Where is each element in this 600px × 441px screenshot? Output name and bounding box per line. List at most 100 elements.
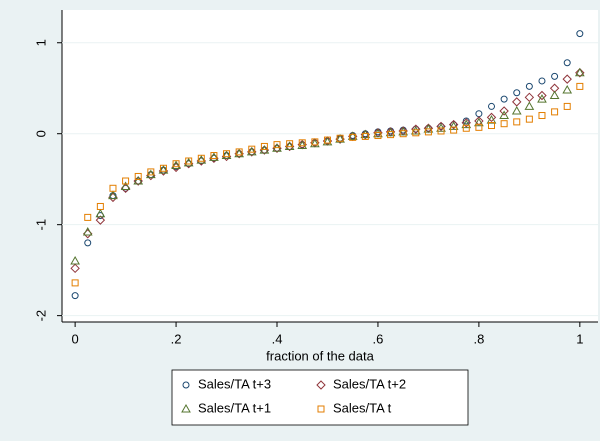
point — [500, 95, 508, 103]
point — [474, 116, 484, 126]
point — [284, 141, 295, 150]
point — [513, 118, 521, 126]
point — [347, 131, 358, 140]
point — [525, 115, 533, 123]
point — [424, 128, 432, 136]
point — [360, 129, 371, 139]
point — [437, 127, 445, 135]
y-tick-label: 0 — [33, 130, 48, 137]
x-tick-label: .8 — [473, 331, 484, 346]
legend-marker — [317, 405, 325, 413]
point — [158, 165, 169, 174]
point — [134, 172, 142, 180]
point — [410, 125, 421, 135]
point — [499, 106, 509, 116]
x-tick-label: .4 — [272, 331, 283, 346]
legend-marker — [316, 380, 326, 390]
x-tick-label: 0 — [72, 331, 79, 346]
y-tick-label: -1 — [33, 219, 48, 231]
point — [95, 208, 106, 218]
point — [183, 157, 194, 167]
x-axis-title: fraction of the data — [266, 348, 374, 363]
point — [273, 141, 281, 149]
point — [537, 94, 547, 103]
point — [196, 155, 207, 164]
point — [576, 82, 584, 90]
point — [537, 90, 547, 101]
point — [322, 136, 333, 146]
point — [122, 177, 130, 185]
point — [286, 140, 294, 148]
point — [387, 131, 395, 139]
point — [84, 213, 92, 221]
point — [248, 145, 256, 153]
legend-marker — [181, 403, 191, 413]
point — [335, 134, 345, 143]
point — [96, 202, 104, 210]
point — [398, 126, 409, 136]
point — [70, 256, 80, 265]
point — [576, 30, 584, 38]
point — [562, 74, 572, 84]
point — [551, 108, 559, 116]
point — [311, 138, 319, 146]
point — [551, 72, 559, 80]
point — [511, 105, 522, 115]
y-tick-label: -2 — [33, 310, 48, 322]
point — [462, 117, 470, 125]
point — [538, 112, 546, 120]
point — [323, 136, 331, 144]
point — [223, 150, 231, 158]
point — [488, 122, 496, 130]
point — [71, 292, 79, 300]
point — [450, 126, 458, 134]
point — [210, 152, 218, 160]
point — [436, 121, 446, 132]
point — [575, 68, 585, 78]
point — [562, 85, 573, 94]
point — [563, 102, 571, 110]
point — [448, 119, 459, 130]
point — [95, 215, 106, 225]
legend-label: Sales/TA t — [333, 400, 392, 415]
point — [474, 117, 484, 127]
point — [133, 176, 144, 185]
point — [475, 123, 483, 131]
point — [172, 160, 180, 168]
point — [399, 130, 407, 138]
point — [563, 59, 571, 67]
point — [84, 239, 92, 247]
plot-area — [62, 10, 598, 322]
point — [488, 102, 496, 110]
point — [513, 89, 521, 97]
point — [461, 119, 472, 129]
point — [411, 124, 421, 134]
point — [448, 121, 459, 130]
point — [461, 118, 471, 128]
point — [108, 190, 118, 200]
point — [374, 132, 382, 140]
point — [171, 160, 181, 170]
point — [525, 82, 533, 90]
legend-label: Sales/TA t+3 — [198, 376, 271, 391]
point — [82, 226, 93, 236]
point — [209, 152, 219, 161]
point — [500, 120, 508, 128]
point — [486, 112, 497, 123]
point — [486, 115, 497, 124]
point — [524, 92, 535, 103]
y-tick-label: 1 — [33, 39, 48, 46]
point — [235, 148, 243, 156]
point — [185, 157, 193, 165]
point — [260, 142, 268, 150]
x-tick-label: 1 — [576, 331, 583, 346]
point — [361, 132, 369, 140]
point — [499, 110, 509, 120]
point — [298, 139, 306, 147]
x-tick-label: .6 — [373, 331, 384, 346]
point — [309, 138, 320, 148]
point — [336, 134, 344, 142]
point — [147, 168, 155, 176]
point — [70, 263, 80, 274]
